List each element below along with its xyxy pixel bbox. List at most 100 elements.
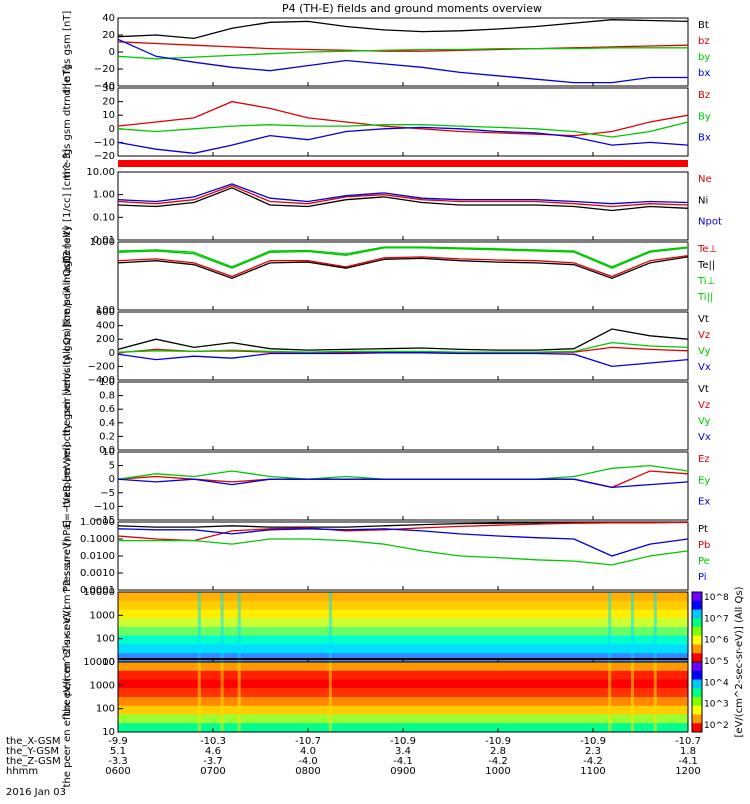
series-line-Ne	[117, 184, 689, 208]
ephemeris-value: 3.4	[395, 746, 411, 757]
series-line-Pb	[117, 521, 689, 542]
y-tick-label: 5	[109, 461, 115, 472]
y-axis-label: the peir en eflux eV/(cm^2-s-sr-eV)	[62, 538, 73, 716]
spectrogram-streak	[653, 592, 657, 662]
series-line-bz	[117, 41, 689, 52]
y-tick-label: 10	[102, 657, 115, 668]
panel-fgs_gsm_dtrnd: 30 20 10 0 −10 −20 the fgs gsm dtrnd [nT] Bz By B…	[62, 66, 711, 179]
spectrogram-band	[118, 618, 688, 628]
y-tick-label: 0.10	[93, 212, 115, 223]
spectrogram-band	[118, 705, 688, 715]
y-tick-label: 0.0100	[80, 551, 115, 562]
spectrogram-streak	[237, 662, 241, 732]
ephemeris-value: -3.3	[108, 756, 128, 767]
legend-entry: By	[698, 111, 711, 122]
ephemeris-row-label: the_X-GSM	[6, 736, 60, 747]
y-tick-label: 0.2	[99, 431, 115, 442]
colorbar-segment	[692, 653, 702, 663]
y-tick-label: 1000	[90, 610, 115, 621]
y-tick-label: 0.0	[99, 445, 115, 456]
y-tick-label: 0.4	[99, 418, 115, 429]
legend-entry: Vz	[698, 330, 710, 341]
spectrogram-streak	[328, 592, 332, 662]
y-tick-label: 10000	[83, 587, 115, 598]
legend-entry: Pi	[698, 572, 707, 583]
panel-peer_en_eflux: 10000 1000 100 10 the peer en eflux eV/(cm^2…	[62, 606, 689, 787]
colorbar-tick-label: 10^6	[704, 636, 729, 646]
y-tick-label: 1.0	[99, 377, 115, 388]
legend-entry: Vx	[698, 362, 711, 373]
colorbar-tick-label: 10^3	[704, 700, 729, 710]
colorbar-segment	[692, 627, 702, 637]
y-tick-label: 0	[109, 47, 115, 58]
y-axis-label: Pressure [nPa]	[62, 520, 73, 592]
spectrogram-streak	[220, 592, 224, 662]
legend-entry: Ey	[698, 475, 710, 486]
colorbar-segment	[692, 723, 702, 733]
colorbar-segment	[692, 697, 702, 707]
spectrogram-streak	[197, 662, 201, 732]
spectrogram-band	[118, 697, 688, 707]
panel-frame	[117, 521, 689, 591]
ephemeris-value: -9.9	[108, 736, 128, 747]
colorbar-segment	[692, 592, 702, 602]
spectrogram-band	[118, 592, 688, 602]
colorbar-segment	[692, 679, 702, 689]
ephemeris-value: -10.7	[295, 736, 321, 747]
ephemeris-value: 1.8	[680, 746, 696, 757]
y-tick-label: 10	[102, 727, 115, 738]
ephemeris-value: 1000	[485, 766, 510, 777]
y-tick-label: −15	[94, 515, 115, 526]
y-tick-label: −40	[94, 81, 115, 92]
legend-entry: bx	[698, 68, 710, 79]
y-tick-label: 0.0001	[80, 585, 115, 596]
series-line-Pe	[118, 538, 689, 566]
y-axis-label: the peer en eflux eV/(cm^2-s-sr-eV)	[62, 606, 73, 787]
y-axis-label: the peer velocity gsm [km/s (All Qs)]	[62, 324, 73, 508]
y-tick-label: 0.01	[93, 235, 115, 246]
spectrogram-streak	[237, 592, 241, 662]
y-tick-label: 100	[96, 305, 115, 316]
panel-frame	[117, 381, 689, 451]
spectrogram-band	[118, 609, 688, 619]
legend-entry: Ni	[698, 195, 708, 206]
series-line-Pi	[117, 528, 689, 557]
y-tick-label: 10	[102, 110, 115, 121]
spectrogram-band	[118, 653, 688, 663]
spectrogram-band	[118, 679, 688, 689]
date-label: 2016 Jan 03	[6, 787, 66, 798]
legend-entry: bz	[698, 36, 710, 47]
ephemeris-value: -4.1	[393, 756, 413, 767]
ephemeris-value: 1200	[675, 766, 700, 777]
y-tick-label: −400	[88, 375, 115, 386]
colorbar-segment	[692, 644, 702, 654]
series-line-Te||	[117, 256, 689, 279]
ephemeris-value: -4.1	[678, 756, 698, 767]
legend-entry: Ne	[698, 174, 712, 185]
y-tick-label: 20	[102, 30, 115, 41]
legend-entry: Ti⊥	[697, 276, 715, 287]
legend-entry: Bx	[698, 133, 711, 144]
ephemeris-value: -10.9	[390, 736, 416, 747]
colorbar-segment	[692, 609, 702, 619]
panel-density: 10.00 1.00 0.10 0.01 Density [1/cc] [cm^-3] N…	[62, 149, 722, 263]
y-axis-label: the fgs gsm [nT]	[62, 11, 73, 94]
ephemeris-value: 5.1	[110, 746, 126, 757]
y-tick-label: −10	[94, 137, 115, 148]
legend-entry: Vx	[698, 432, 711, 443]
y-tick-label: −10	[94, 501, 115, 512]
y-axis-label: the fgs gsm dtrnd [nT]	[62, 66, 73, 179]
spectrogram-streak	[328, 662, 332, 732]
y-tick-label: 30	[102, 83, 115, 94]
spectrogram-streak	[631, 592, 634, 662]
spectrogram-band	[118, 723, 688, 733]
legend-entry: Pe	[698, 556, 710, 567]
legend-entry: Te||	[697, 260, 715, 271]
legend-entry: Npot	[698, 217, 722, 228]
panel-pressure: 1.0000 0.1000 0.0100 0.0010 0.0001 Pressure […	[62, 517, 710, 596]
y-tick-label: 40	[102, 13, 115, 24]
legend-entry: Ex	[698, 497, 710, 508]
ephemeris-value: 0800	[295, 766, 320, 777]
legend-entry: Ez	[698, 454, 710, 465]
